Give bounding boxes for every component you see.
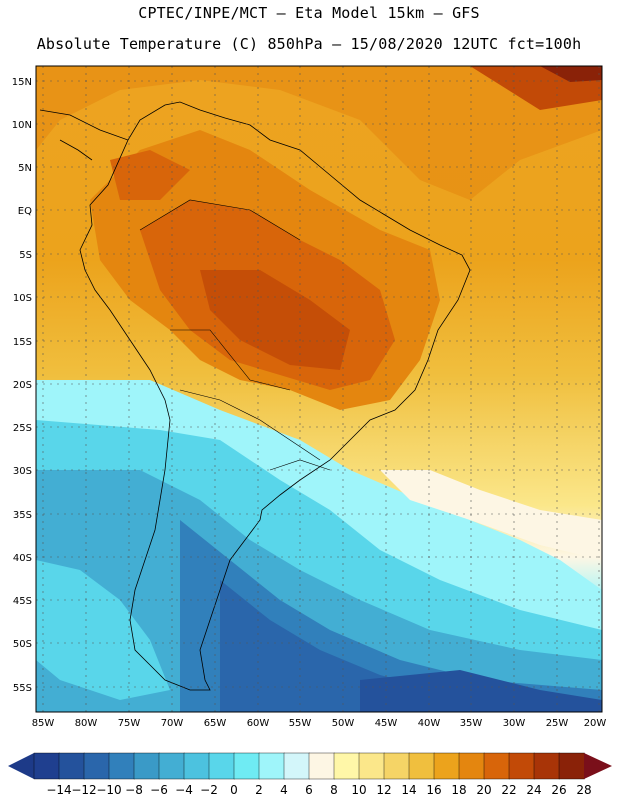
colorbar-label: 14 [401, 783, 416, 797]
colorbar-label: 8 [330, 783, 338, 797]
colorbar-label: 20 [476, 783, 491, 797]
lat-label: 10S [13, 293, 32, 304]
colorbar-swatch [158, 752, 185, 780]
lat-label: 5S [19, 250, 32, 261]
lon-label: 25W [546, 718, 569, 729]
lon-label: 50W [332, 718, 355, 729]
lon-label: 75W [118, 718, 141, 729]
colorbar-high-arrow [584, 753, 612, 779]
colorbar-swatch [83, 752, 110, 780]
longitude-labels: 85W 80W 75W 70W 65W 60W 55W 50W 45W 40W … [32, 718, 607, 729]
colorbar-swatch [308, 752, 335, 780]
colorbar-swatch [283, 752, 310, 780]
lon-label: 80W [75, 718, 98, 729]
lat-label: 10N [12, 120, 32, 131]
colorbar-swatch [133, 752, 160, 780]
lon-label: 70W [161, 718, 184, 729]
colorbar-label: −2 [200, 783, 218, 797]
title-line-1: CPTEC/INPE/MCT – Eta Model 15km – GFS [138, 4, 480, 22]
colorbar-swatch [383, 752, 410, 780]
colorbar-label: 4 [280, 783, 288, 797]
lon-label: 30W [503, 718, 526, 729]
lon-label: 85W [32, 718, 55, 729]
lat-label: 30S [13, 466, 32, 477]
lon-label: 65W [204, 718, 227, 729]
colorbar-swatch [108, 752, 135, 780]
colorbar-label: 24 [526, 783, 541, 797]
colorbar-label: −4 [175, 783, 193, 797]
colorbar-label: −8 [125, 783, 143, 797]
lat-label: 15S [13, 337, 32, 348]
colorbar-label: 22 [501, 783, 516, 797]
lon-label: 60W [247, 718, 270, 729]
colorbar-label: 26 [551, 783, 566, 797]
colorbar-swatch [333, 752, 360, 780]
lat-label: 50S [13, 639, 32, 650]
colorbar-label: −10 [96, 783, 121, 797]
colorbar-label: −14 [46, 783, 71, 797]
colorbar-swatch [33, 752, 60, 780]
lat-label: 5N [18, 163, 32, 174]
colorbar-label: −12 [71, 783, 96, 797]
colorbar-label: 12 [376, 783, 391, 797]
lat-label: 45S [13, 596, 32, 607]
lat-label: 25S [13, 423, 32, 434]
map-frame [35, 65, 603, 713]
lat-label: 20S [13, 380, 32, 391]
lon-label: 20W [584, 718, 607, 729]
colorbar-low-arrow [8, 753, 34, 779]
colorbar-swatch [233, 752, 260, 780]
latitude-labels: 15N 10N 5N EQ 5S 10S 15S 20S 25S 30S 35S… [12, 77, 32, 694]
colorbar: −14 −12 −10 −8 −6 −4 −2 0 2 4 6 8 10 12 14 16 18 20 22 24 26… [8, 752, 612, 797]
lat-label: 40S [13, 553, 32, 564]
colorbar-swatch [458, 752, 485, 780]
lat-label: 35S [13, 510, 32, 521]
lon-label: 45W [375, 718, 398, 729]
colorbar-swatch [508, 752, 535, 780]
colorbar-swatch [408, 752, 435, 780]
lon-label: 40W [418, 718, 441, 729]
lat-label: EQ [18, 206, 32, 217]
colorbar-swatch [208, 752, 235, 780]
colorbar-swatch [433, 752, 460, 780]
lat-label: 55S [13, 683, 32, 694]
colorbar-label: 10 [351, 783, 366, 797]
colorbar-swatch [358, 752, 385, 780]
colorbar-label: 0 [230, 783, 238, 797]
colorbar-swatch [483, 752, 510, 780]
lon-label: 35W [460, 718, 483, 729]
title-line-2: Absolute Temperature (C) 850hPa – 15/08/… [36, 35, 582, 53]
colorbar-label: −6 [150, 783, 168, 797]
colorbar-swatch [58, 752, 85, 780]
colorbar-swatch [533, 752, 560, 780]
lat-label: 15N [12, 77, 32, 88]
colorbar-label: 28 [576, 783, 591, 797]
colorbar-label: 16 [426, 783, 441, 797]
colorbar-swatch [558, 752, 585, 780]
graticule [36, 66, 602, 712]
lon-label: 55W [289, 718, 312, 729]
colorbar-label: 18 [451, 783, 466, 797]
temperature-field [36, 66, 602, 712]
colorbar-label: 2 [255, 783, 263, 797]
colorbar-swatch [183, 752, 210, 780]
colorbar-label: 6 [305, 783, 313, 797]
colorbar-swatch [258, 752, 285, 780]
